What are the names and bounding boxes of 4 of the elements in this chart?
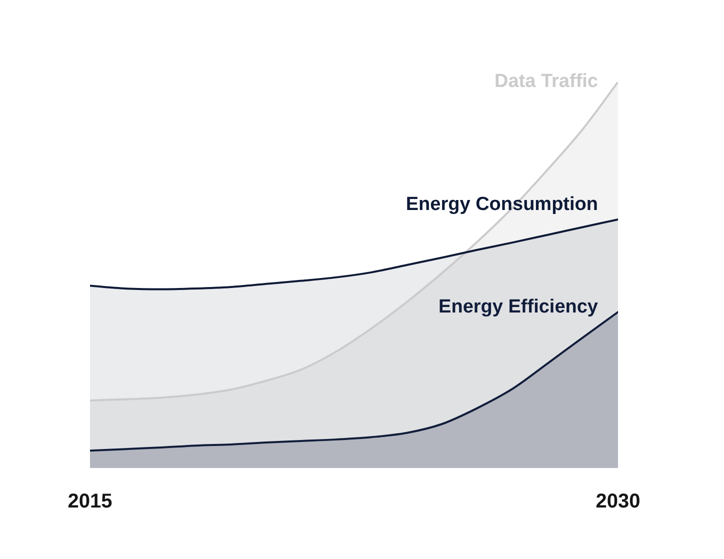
x-tick-label: 2015 xyxy=(68,490,112,513)
series-label: Energy Consumption xyxy=(406,194,598,215)
series-label: Energy Efficiency xyxy=(438,296,598,318)
x-tick-label: 2030 xyxy=(596,490,640,513)
